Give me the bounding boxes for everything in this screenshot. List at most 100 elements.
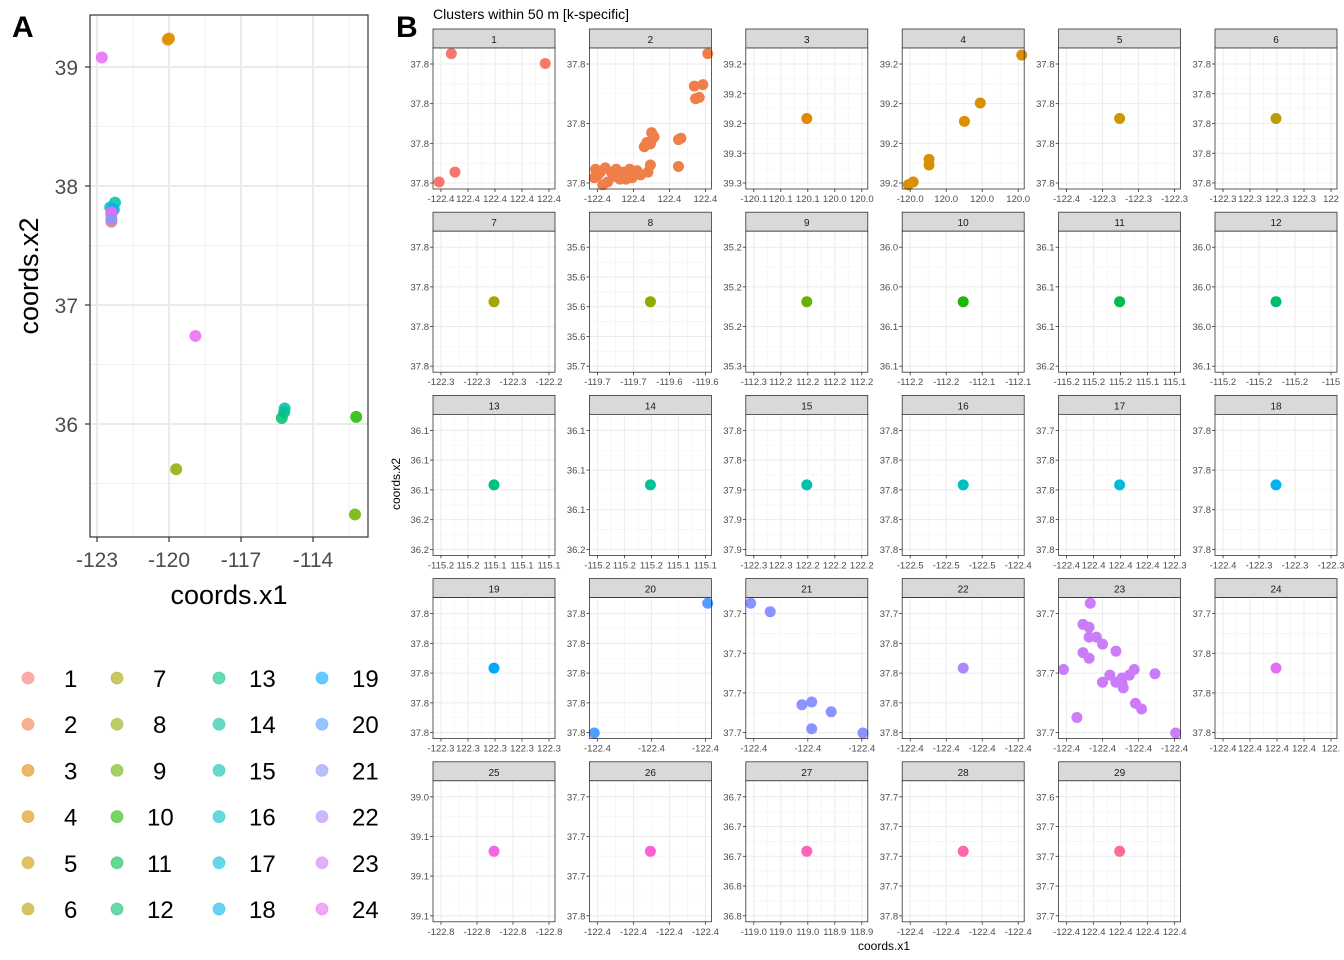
- facet-panel-22: 22 -122.4 -122.4 -122.4 -122.4 37.8 37.8 37.8 37…: [880, 578, 1032, 755]
- x-tick-label: -122.8: [500, 927, 527, 938]
- data-point-cluster-13: [488, 479, 500, 491]
- facet-panel-20: 20 -122.4 -122.4 -122.4 37.8 37.8 37.8 37.8 37.8: [567, 578, 719, 755]
- legend-label: 8: [153, 712, 166, 739]
- x-tick-label: -114: [293, 549, 334, 572]
- y-tick-label: 37.7: [723, 649, 742, 660]
- data-point-cluster-4: [974, 97, 986, 109]
- facet-strip-label: 10: [958, 218, 970, 229]
- x-tick-label: 112.2: [796, 377, 819, 388]
- legend-key-dot: [21, 902, 35, 916]
- x-tick-label: -117: [221, 549, 261, 572]
- y-tick-label: 37.7: [723, 688, 742, 699]
- legend-key-dot: [110, 671, 124, 685]
- x-tick-label: -122.8: [428, 927, 455, 938]
- x-tick-label: -122.3: [740, 560, 767, 571]
- facet-plot-border: [1214, 597, 1338, 739]
- y-tick-label: 37.8: [411, 282, 430, 293]
- y-tick-label: 37.8: [1193, 426, 1212, 437]
- legend-label: 12: [147, 897, 174, 924]
- y-tick-label: 36.1: [880, 362, 899, 373]
- y-tick-label: 37.7: [880, 882, 899, 893]
- facet-plot-background: [589, 597, 712, 739]
- x-tick-label: -122.4: [933, 927, 960, 938]
- y-tick-label: 37.8: [567, 119, 586, 130]
- y-tick-label: 37.8: [1193, 545, 1212, 556]
- legend-key-dot: [21, 856, 35, 870]
- data-point-cluster-26: [644, 845, 656, 857]
- x-tick-label: 120.1: [796, 194, 820, 205]
- facet-panel-14: 14-115.2 115.2 115.2 115.1 115.136.236.136.1…: [567, 394, 717, 571]
- facet-strip-label: 14: [645, 401, 657, 412]
- x-tick-label: 115.1: [1163, 377, 1186, 388]
- y-tick-label: 35.2: [723, 243, 742, 254]
- legend-item-12: 12: [110, 897, 174, 924]
- facet-strip-label: 2: [648, 35, 654, 46]
- y-tick-label: 37.7: [567, 872, 586, 883]
- y-tick-label: 39.1: [411, 872, 430, 883]
- y-tick-label: 39.2: [880, 179, 899, 190]
- y-tick-label: 36.7: [723, 792, 742, 803]
- x-tick-label: -122.5: [933, 560, 960, 571]
- x-tick-label: -122.4: [656, 927, 683, 938]
- facet-plot-border: [1058, 413, 1181, 556]
- facet-plot-border: [1058, 230, 1181, 373]
- y-tick-label: 37.7: [1036, 669, 1055, 680]
- y-tick-label: 35.6: [567, 243, 586, 254]
- x-tick-label: -112.2: [933, 377, 959, 388]
- y-tick-label: 37.8: [1036, 60, 1055, 71]
- y-tick-label: 36.1: [567, 466, 586, 477]
- data-point-cluster-29: [1114, 845, 1126, 857]
- x-tick-label: 112.2: [850, 377, 873, 388]
- x-tick-label: 115.1: [483, 560, 506, 571]
- facet-panel-23: 23 -122.4 -122.4 -122.4 -122.4 37.7 37.7 37.7: [1036, 578, 1188, 755]
- x-tick-label: -119.0: [741, 927, 767, 938]
- y-tick-label: 37.8: [567, 698, 586, 709]
- y-tick-label: 39.0: [411, 792, 430, 803]
- legend-item-15: 15: [212, 758, 276, 785]
- facet-plot-border: [589, 47, 712, 190]
- data-point-cluster-4: [907, 176, 919, 188]
- facet-strip-label: 25: [488, 768, 500, 779]
- y-tick-label: 37.8: [567, 609, 586, 620]
- facet-plot-border: [1058, 597, 1181, 739]
- x-tick-label: 122.4: [1238, 744, 1262, 755]
- legend-label: 14: [249, 712, 276, 739]
- x-tick-label: -115: [1322, 377, 1340, 388]
- y-tick-label: 35.3: [723, 362, 742, 373]
- facet-panel-18: 18 -122.4 -122.3 -122.3 -122.3 37.8 37.8 37.8 37…: [1193, 394, 1344, 571]
- y-tick-label: 37.8: [411, 728, 430, 739]
- x-tick-label: 120.0: [1006, 194, 1030, 205]
- legend-key-dot: [212, 717, 226, 731]
- x-tick-label: 115.2: [1082, 377, 1105, 388]
- data-point-cluster-23: [1136, 703, 1148, 715]
- legend-label: 16: [249, 805, 276, 832]
- x-tick-label: 122.4: [510, 194, 534, 205]
- legend-item-7: 7: [110, 666, 166, 693]
- x-tick-label: -122.4: [692, 744, 719, 755]
- y-tick-label: 39.3: [723, 179, 742, 190]
- x-tick-label: -122.3: [1125, 194, 1152, 205]
- legend-item-13: 13: [212, 666, 276, 693]
- x-tick-label: -122.4: [794, 744, 821, 755]
- y-tick-label: 36.8: [723, 882, 742, 893]
- panel-b-facet-grid: 1-122.4 122.4 122.4 122.4 122.437.837.837.83…: [411, 28, 1344, 938]
- y-tick-label: 35.6: [567, 332, 586, 343]
- facet-plot-border: [1214, 47, 1338, 190]
- legend-item-17: 17: [212, 851, 276, 878]
- legend-item-19: 19: [315, 666, 379, 693]
- data-point-cluster-22: [957, 662, 969, 674]
- data-point-cluster-20: [702, 597, 714, 609]
- y-tick-label: 36.1: [411, 456, 430, 467]
- y-tick-label: 37: [55, 295, 78, 318]
- y-tick-label: 37.7: [567, 792, 586, 803]
- x-tick-label: -122.4: [1005, 927, 1032, 938]
- data-point-cluster-2: [644, 159, 656, 171]
- facet-plot-border: [901, 47, 1025, 190]
- y-tick-label: 37.6: [1036, 792, 1055, 803]
- facet-plot-border: [589, 413, 712, 556]
- x-tick-label: -115.2: [428, 560, 454, 571]
- x-tick-label: 122.3: [1163, 560, 1187, 571]
- y-tick-label: 37.8: [1036, 515, 1055, 526]
- legend-key-dot: [315, 902, 329, 916]
- legend-label: 24: [352, 897, 379, 924]
